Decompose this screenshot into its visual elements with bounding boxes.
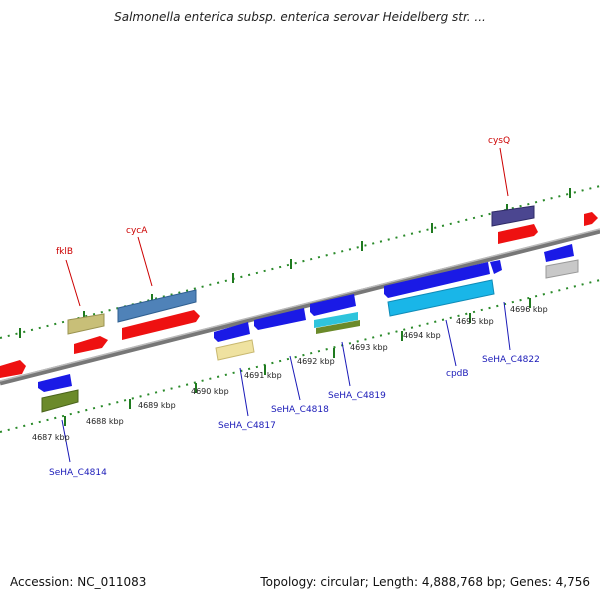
gene-label-cycA[interactable]: cycA: [126, 226, 148, 236]
gene-cycA-paralog[interactable]: [117, 289, 197, 323]
tick-label-4696: 4696 kbp: [510, 305, 548, 314]
gene-cpdB[interactable]: [387, 279, 495, 317]
gene-label-SeHA_C4814[interactable]: SeHA_C4814: [49, 468, 107, 478]
gene-SeHA_C4817[interactable]: [215, 339, 255, 361]
gene-label-SeHA_C4817[interactable]: SeHA_C4817: [218, 421, 276, 431]
gene-label-SeHA_C4822[interactable]: SeHA_C4822: [482, 355, 540, 365]
gene-label-SeHA_C4818[interactable]: SeHA_C4818: [271, 405, 329, 415]
gene-SeHA_C4817-blue[interactable]: [214, 322, 250, 342]
genome-backbone: [0, 228, 600, 386]
gene-label-cpdB[interactable]: cpdB: [446, 369, 469, 379]
gene-SeHA_C4814-blue[interactable]: [38, 374, 72, 392]
gene-cysQ[interactable]: [498, 224, 538, 244]
gene-label-cysQ[interactable]: cysQ: [488, 136, 510, 146]
gene-SeHA_C4822[interactable]: [545, 259, 579, 279]
gene-cysQ-paralog[interactable]: [491, 205, 535, 227]
gene-forward-left-partial[interactable]: [0, 360, 26, 378]
tick-label-4689: 4689 kbp: [138, 401, 176, 410]
gene-label-fklB[interactable]: fklB: [56, 247, 73, 257]
gene-SeHA_C4819[interactable]: [316, 320, 360, 334]
gene-fklB[interactable]: [74, 336, 108, 354]
gene-SeHA_C4822-blue[interactable]: [544, 244, 574, 262]
map-title: Salmonella enterica subsp. enterica sero…: [114, 10, 486, 24]
gene-cpdB-small[interactable]: [490, 260, 502, 274]
tick-label-4693: 4693 kbp: [350, 343, 388, 352]
tick-label-4688: 4688 kbp: [86, 417, 124, 426]
tick-label-4694: 4694 kbp: [403, 331, 441, 340]
tick-label-4691: 4691 kbp: [244, 371, 282, 380]
major-ticks-lower: [64, 298, 531, 426]
accession-text: Accession: NC_011083: [10, 575, 147, 589]
genome-summary: Topology: circular; Length: 4,888,768 bp…: [260, 575, 590, 589]
gene-fklB-pseudo[interactable]: [67, 313, 105, 335]
gene-cpdB-blue[interactable]: [384, 262, 490, 298]
tick-label-4695: 4695 kbp: [456, 317, 494, 326]
gene-SeHA_C4819-cyan[interactable]: [314, 312, 358, 328]
gene-label-SeHA_C4819[interactable]: SeHA_C4819: [328, 391, 386, 401]
gene-forward-right-partial[interactable]: [584, 212, 598, 226]
tick-label-4687: 4687 kbp: [32, 433, 70, 442]
gene-cycA[interactable]: [122, 310, 200, 340]
gene-SeHA_C4818[interactable]: [254, 308, 306, 330]
gene-SeHA_C4814[interactable]: [41, 389, 79, 413]
tick-label-4692: 4692 kbp: [297, 357, 335, 366]
tick-label-4690: 4690 kbp: [191, 387, 229, 396]
gene-SeHA_C4819-blue[interactable]: [310, 294, 356, 316]
